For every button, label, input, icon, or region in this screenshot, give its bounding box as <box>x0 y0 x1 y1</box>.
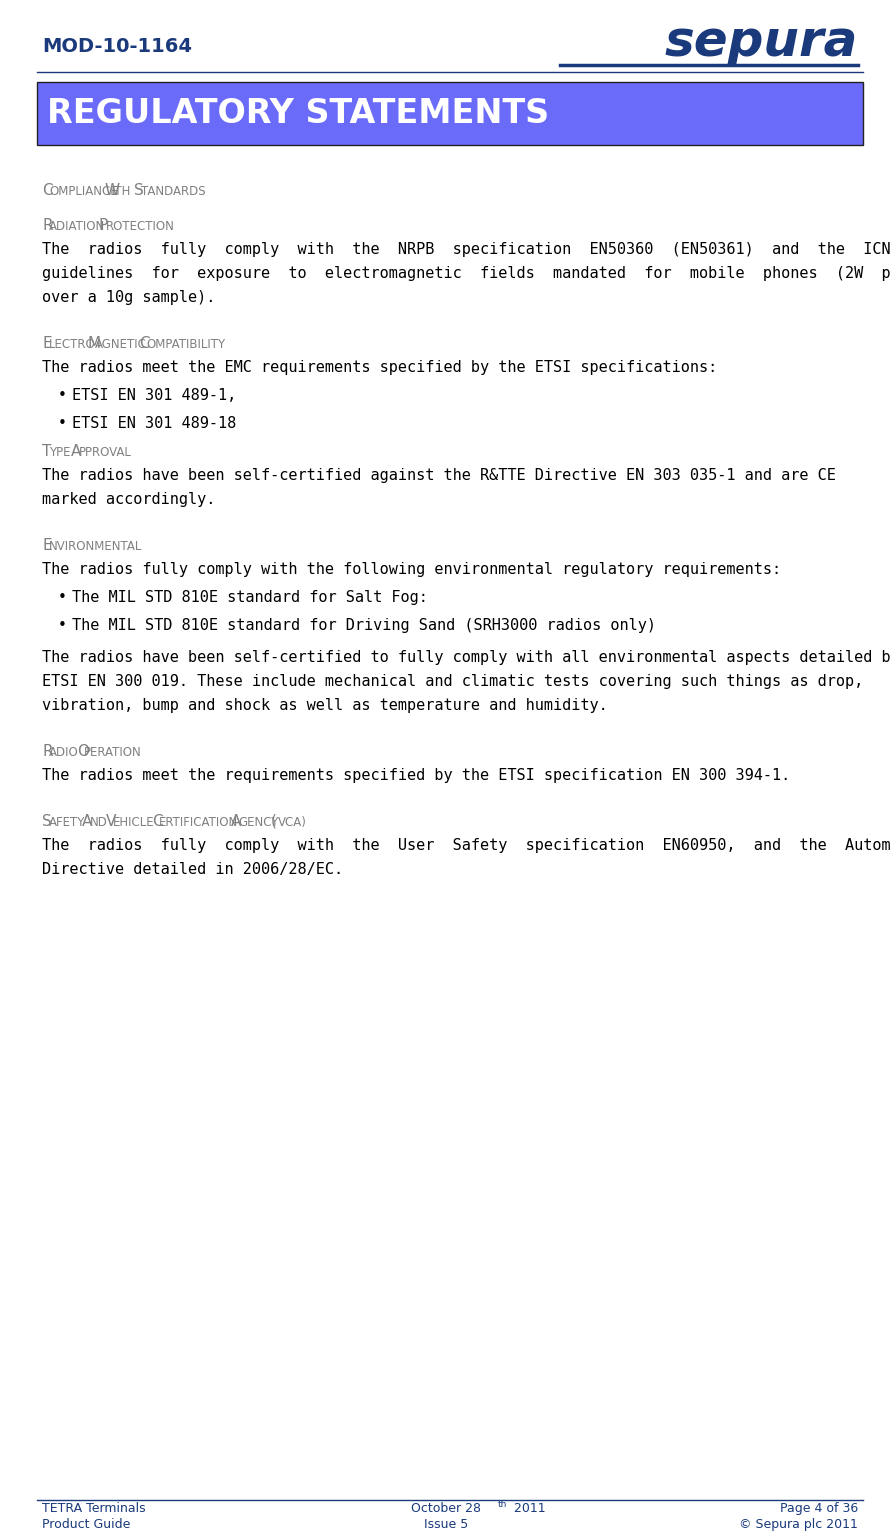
Text: Directive detailed in 2006/28/EC.: Directive detailed in 2006/28/EC. <box>42 862 343 876</box>
Text: T: T <box>42 444 52 459</box>
Text: sepura: sepura <box>665 18 858 66</box>
Text: W: W <box>104 183 119 199</box>
Text: Issue 5: Issue 5 <box>424 1518 468 1531</box>
Text: E: E <box>42 336 52 351</box>
Text: YPE: YPE <box>49 447 70 459</box>
Text: AGNETIC: AGNETIC <box>95 337 147 351</box>
Text: marked accordingly.: marked accordingly. <box>42 491 216 507</box>
Text: OMPLIANCE: OMPLIANCE <box>49 185 118 199</box>
Text: The MIL STD 810E standard for Driving Sand (SRH3000 radios only): The MIL STD 810E standard for Driving Sa… <box>72 618 656 633</box>
Text: A: A <box>71 444 82 459</box>
Text: The radios have been self-certified to fully comply with all environmental aspec: The radios have been self-certified to f… <box>42 650 891 665</box>
Text: ND: ND <box>89 816 107 829</box>
Text: ERTIFICATION: ERTIFICATION <box>159 816 238 829</box>
Text: OMPATIBILITY: OMPATIBILITY <box>146 337 225 351</box>
Text: V: V <box>106 815 117 829</box>
Text: October 28: October 28 <box>411 1502 481 1515</box>
Text: C: C <box>139 336 150 351</box>
Text: ETSI EN 300 019. These include mechanical and climatic tests covering such thing: ETSI EN 300 019. These include mechanica… <box>42 675 863 688</box>
Text: M: M <box>88 336 101 351</box>
Text: ROTECTION: ROTECTION <box>106 220 175 233</box>
Text: O: O <box>77 744 89 759</box>
Text: th: th <box>498 1500 507 1509</box>
Text: TANDARDS: TANDARDS <box>141 185 206 199</box>
Text: P: P <box>99 219 108 233</box>
Text: GENCY: GENCY <box>238 816 278 829</box>
Text: C: C <box>42 183 53 199</box>
Text: PERATION: PERATION <box>84 745 142 759</box>
Text: •: • <box>58 618 67 633</box>
Text: ADIATION: ADIATION <box>49 220 105 233</box>
Text: LECTRO: LECTRO <box>49 337 96 351</box>
Text: C: C <box>151 815 162 829</box>
Text: Product Guide: Product Guide <box>42 1518 130 1531</box>
Text: A: A <box>231 815 241 829</box>
Text: ETSI EN 301 489-18: ETSI EN 301 489-18 <box>72 416 236 431</box>
Text: The radios meet the EMC requirements specified by the ETSI specifications:: The radios meet the EMC requirements spe… <box>42 360 717 376</box>
Text: The  radios  fully  comply  with  the  NRPB  specification  EN50360  (EN50361)  : The radios fully comply with the NRPB sp… <box>42 242 891 257</box>
Text: The radios fully comply with the following environmental regulatory requirements: The radios fully comply with the followi… <box>42 562 781 578</box>
Text: S: S <box>134 183 143 199</box>
Text: ETSI EN 301 489-1,: ETSI EN 301 489-1, <box>72 388 236 403</box>
Text: R: R <box>42 219 53 233</box>
Text: (: ( <box>271 815 277 829</box>
Text: VCA): VCA) <box>278 816 307 829</box>
Text: © Sepura plc 2011: © Sepura plc 2011 <box>740 1518 858 1531</box>
Text: ADIO: ADIO <box>49 745 79 759</box>
Text: The MIL STD 810E standard for Salt Fog:: The MIL STD 810E standard for Salt Fog: <box>72 590 428 605</box>
Text: •: • <box>58 590 67 605</box>
Text: •: • <box>58 388 67 403</box>
Text: S: S <box>42 815 52 829</box>
FancyBboxPatch shape <box>37 82 863 145</box>
Text: •: • <box>58 416 67 431</box>
Text: NVIRONMENTAL: NVIRONMENTAL <box>49 541 143 553</box>
Text: Page 4 of 36: Page 4 of 36 <box>780 1502 858 1515</box>
Text: 2011: 2011 <box>510 1502 545 1515</box>
Text: The  radios  fully  comply  with  the  User  Safety  specification  EN60950,  an: The radios fully comply with the User Sa… <box>42 838 891 853</box>
Text: PPROVAL: PPROVAL <box>78 447 131 459</box>
Text: over a 10g sample).: over a 10g sample). <box>42 290 216 305</box>
Text: R: R <box>42 744 53 759</box>
Text: ITH: ITH <box>111 185 131 199</box>
Text: The radios meet the requirements specified by the ETSI specification EN 300 394-: The radios meet the requirements specifi… <box>42 768 790 782</box>
Text: E: E <box>42 537 52 553</box>
Text: guidelines  for  exposure  to  electromagnetic  fields  mandated  for  mobile  p: guidelines for exposure to electromagnet… <box>42 266 891 280</box>
Text: A: A <box>82 815 93 829</box>
Text: TETRA Terminals: TETRA Terminals <box>42 1502 145 1515</box>
Text: MOD-10-1164: MOD-10-1164 <box>42 37 192 55</box>
Text: vibration, bump and shock as well as temperature and humidity.: vibration, bump and shock as well as tem… <box>42 698 608 713</box>
Text: REGULATORY STATEMENTS: REGULATORY STATEMENTS <box>47 97 549 129</box>
Text: EHICLE: EHICLE <box>113 816 155 829</box>
Text: The radios have been self-certified against the R&TTE Directive EN 303 035-1 and: The radios have been self-certified agai… <box>42 468 836 484</box>
Text: AFETY: AFETY <box>49 816 86 829</box>
